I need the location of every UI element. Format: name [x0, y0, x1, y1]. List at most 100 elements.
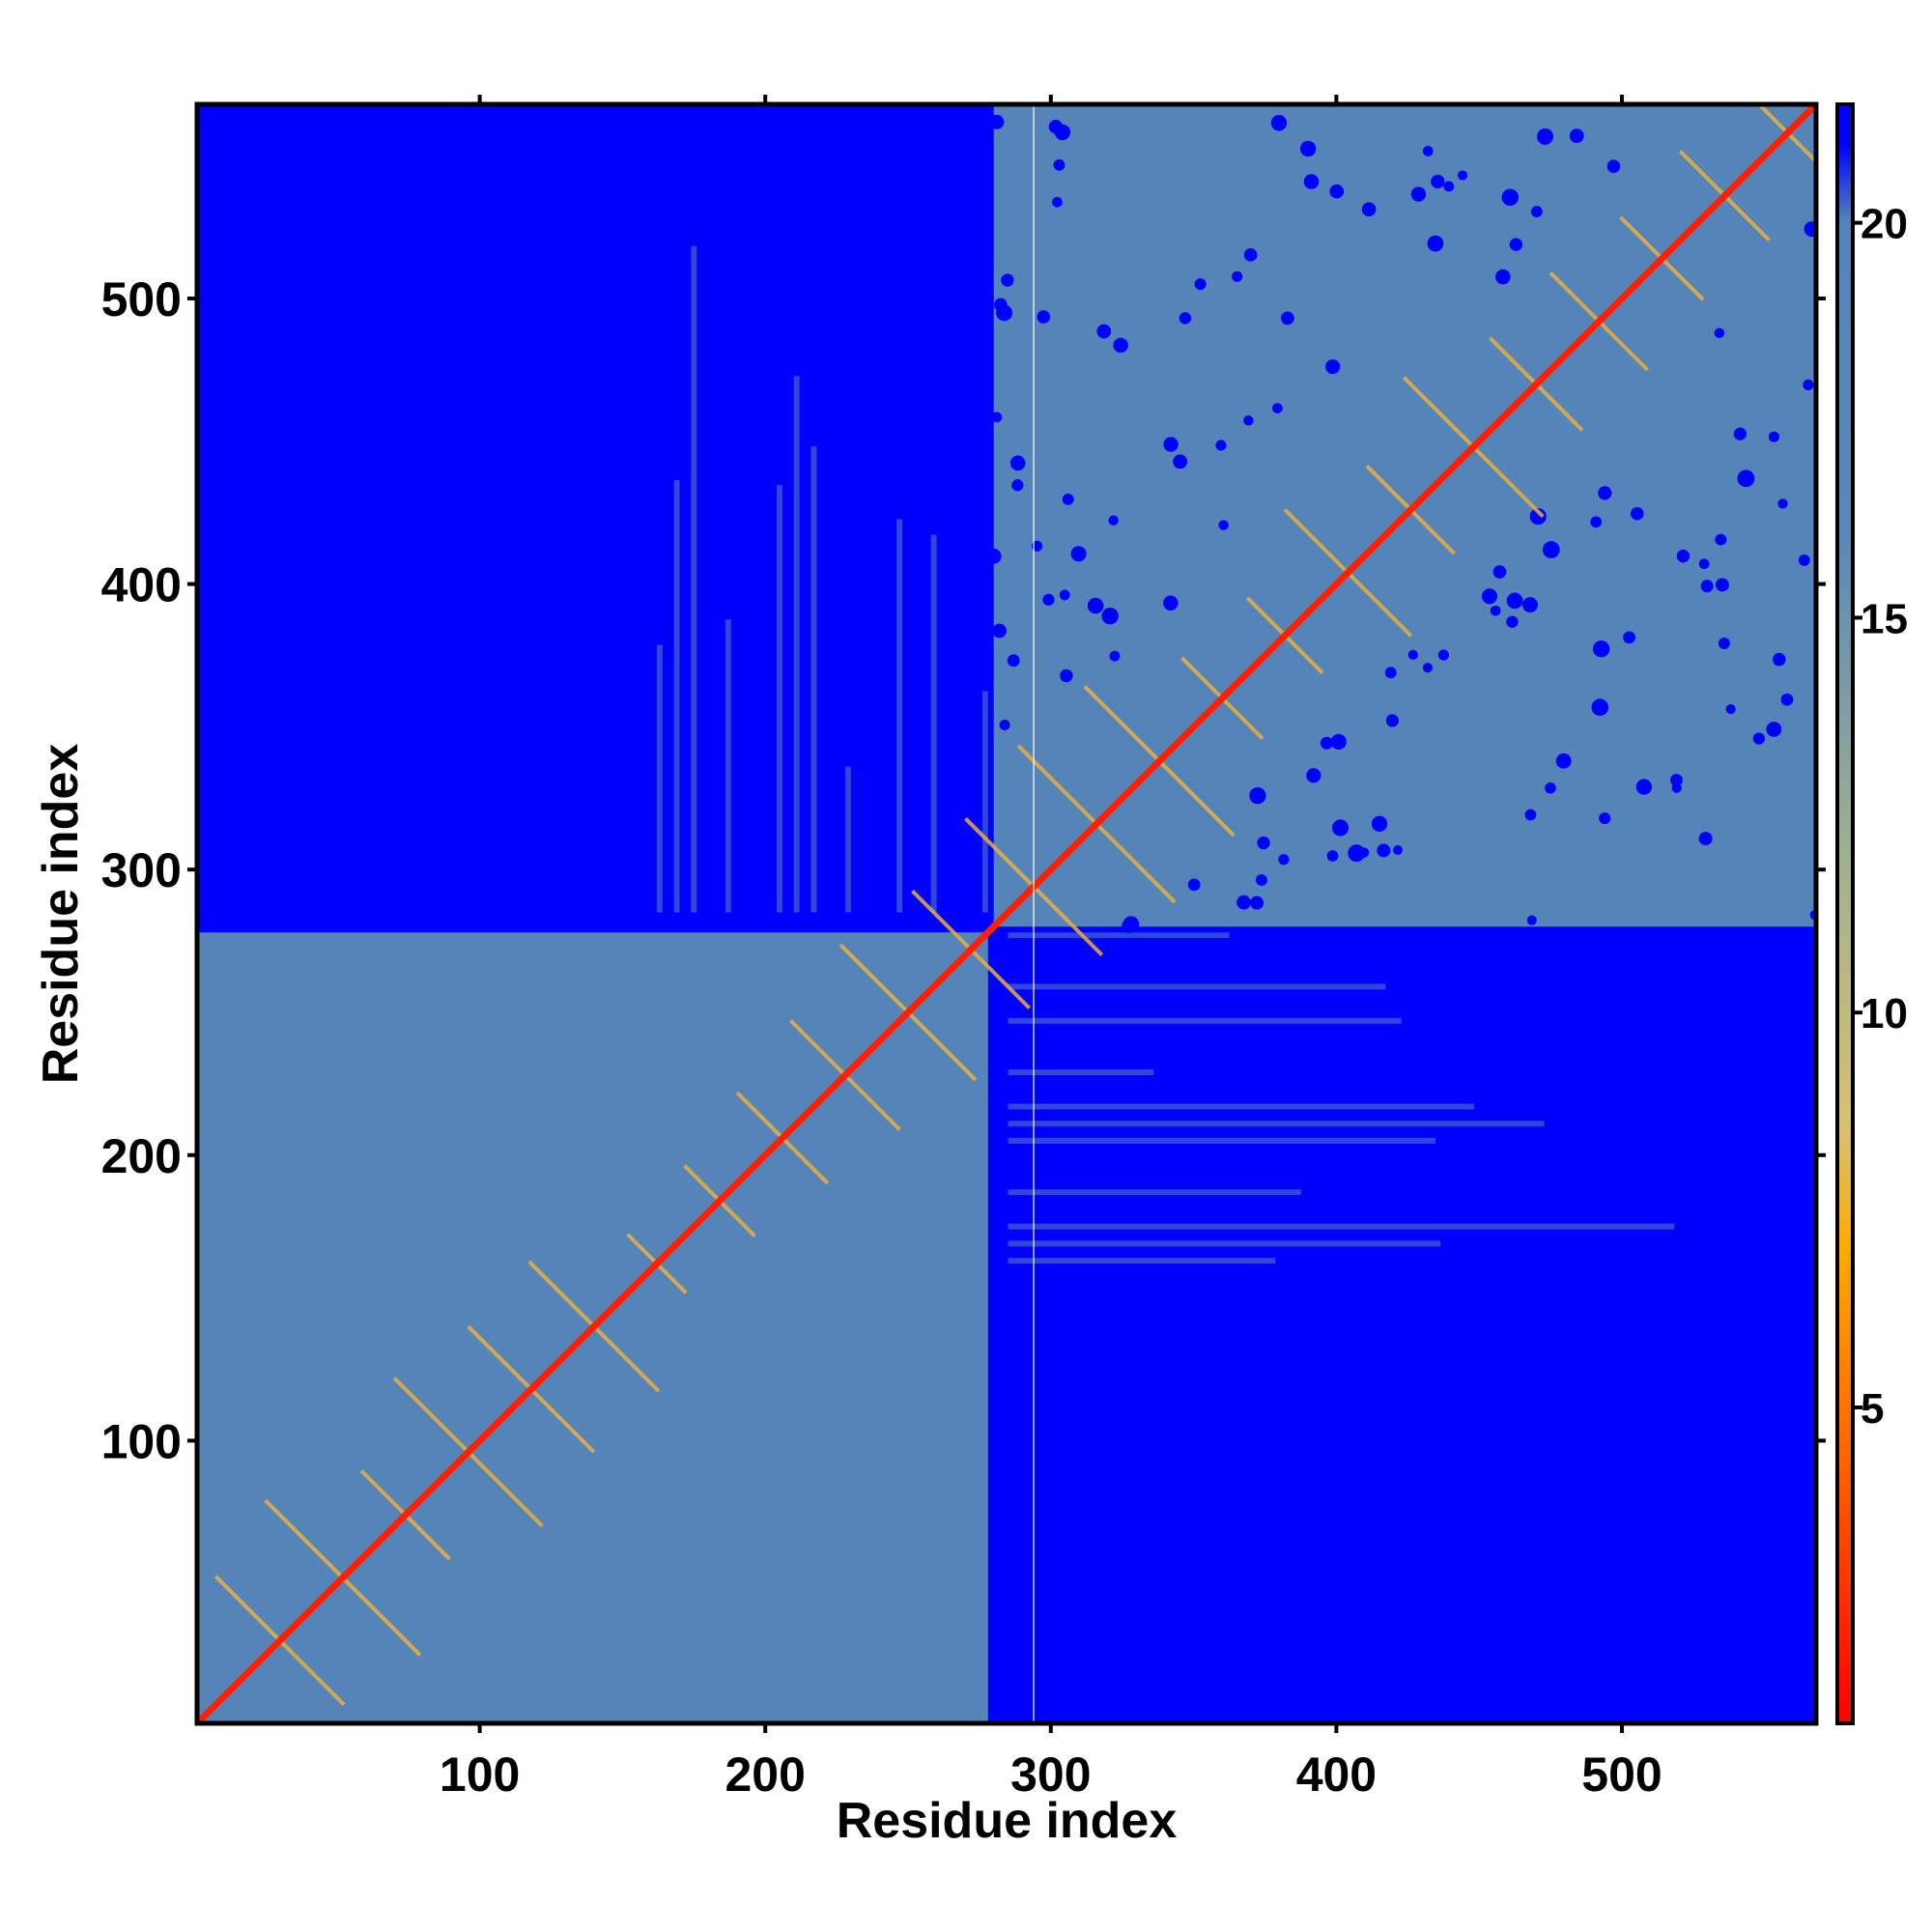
- hole-cell: [1737, 469, 1755, 488]
- hole-cell: [1243, 415, 1254, 426]
- hole-cell: [1526, 915, 1537, 925]
- top-axis: [477, 95, 1624, 104]
- hole-cell: [1385, 714, 1400, 727]
- heatmap-cells: [197, 104, 1816, 1723]
- hole-cell: [1053, 158, 1065, 171]
- hole-cell: [1218, 520, 1229, 530]
- hole-cell: [1698, 832, 1713, 846]
- hole-cell: [1122, 916, 1140, 933]
- hole-cell: [1422, 663, 1434, 673]
- contact-diagonal: [197, 104, 1816, 1723]
- domain-holes: [985, 114, 1816, 934]
- hole-cell: [1495, 269, 1511, 285]
- hole-cell: [1443, 181, 1455, 192]
- colorbar: 5 10 15 20: [1835, 102, 1908, 1725]
- hole-cell: [1752, 732, 1766, 745]
- x-tick-label: 400: [1296, 1747, 1377, 1802]
- stripe-cell: [1008, 1103, 1475, 1110]
- stripe-cell: [981, 691, 988, 913]
- hole-cell: [1530, 206, 1543, 217]
- hole-cell: [1007, 654, 1020, 668]
- hole-cell: [1569, 128, 1584, 144]
- stripe-cell: [691, 245, 697, 913]
- hole-cell: [1492, 565, 1507, 579]
- hole-cell: [1506, 615, 1519, 628]
- hole-cell: [1407, 649, 1418, 660]
- stripe-cell: [1008, 1189, 1301, 1196]
- x-tick-label: 200: [725, 1747, 806, 1802]
- hole-cell: [1501, 188, 1520, 207]
- hole-cell: [1303, 174, 1320, 189]
- hole-cell: [1410, 186, 1427, 202]
- hole-cell: [1011, 479, 1024, 492]
- hole-cell: [1101, 608, 1119, 625]
- hole-cell: [1042, 593, 1055, 606]
- hole-cell: [1331, 819, 1350, 837]
- hole-cell: [1278, 854, 1290, 866]
- hole-cell: [1592, 640, 1610, 658]
- y-tick-label: 300: [101, 843, 182, 897]
- hole-cell: [1037, 310, 1051, 324]
- hole-cell: [1509, 238, 1523, 251]
- hole-cell: [1070, 546, 1087, 562]
- hole-cell: [1272, 403, 1283, 413]
- hole-cell: [1591, 698, 1609, 717]
- hole-cell: [999, 719, 1010, 730]
- hole-cell: [1243, 248, 1258, 262]
- stripe-cell: [896, 519, 903, 913]
- hole-cell: [996, 304, 1013, 322]
- hole-cell: [1009, 455, 1026, 471]
- hole-cell: [1715, 533, 1727, 546]
- hole-cell: [1630, 506, 1644, 521]
- hole-cell: [1299, 140, 1317, 157]
- hole-cell: [1803, 379, 1814, 391]
- hole-cell: [1270, 114, 1288, 131]
- hole-cell: [1108, 515, 1119, 526]
- hole-cell: [1529, 508, 1547, 526]
- stripe-cell: [777, 485, 782, 913]
- stripe-cell: [1008, 932, 1230, 939]
- hole-cell: [1545, 781, 1556, 794]
- y-tick-label: 500: [101, 272, 182, 327]
- stripe-cell: [724, 619, 731, 913]
- colorbar-tick-label: 20: [1861, 201, 1908, 248]
- hole-cell: [1733, 427, 1747, 440]
- stripe-cell: [1008, 1069, 1154, 1076]
- stripe-cell: [1008, 1121, 1545, 1127]
- x-axis: 100 200 300 400 500: [440, 1723, 1662, 1802]
- x-axis-title: Residue index: [837, 1793, 1178, 1849]
- hole-cell: [1232, 270, 1243, 282]
- y-tick-label: 200: [101, 1129, 182, 1183]
- hole-cell: [992, 623, 1008, 639]
- hole-cell: [1163, 437, 1179, 452]
- stripe-cell: [810, 445, 817, 913]
- hole-cell: [991, 412, 1003, 423]
- stripe-cell: [1008, 1223, 1675, 1230]
- hole-cell: [1777, 498, 1788, 509]
- hole-cell: [1481, 588, 1498, 605]
- stripe-cell: [1008, 1258, 1276, 1264]
- x-tick-label: 100: [440, 1747, 520, 1802]
- colorbar-tick-label: 10: [1861, 990, 1908, 1037]
- hole-cell: [1326, 850, 1339, 862]
- hole-cell: [1052, 196, 1063, 208]
- stripe-cell: [1008, 1240, 1441, 1247]
- hole-cell: [1437, 649, 1450, 661]
- stripe-cell: [1008, 1138, 1435, 1144]
- hole-cell: [1348, 844, 1366, 863]
- hole-cell: [1555, 753, 1572, 769]
- hole-cell: [1163, 595, 1179, 611]
- hole-cell: [1257, 836, 1270, 850]
- hole-cell: [1457, 170, 1468, 181]
- hole-cell: [1490, 605, 1501, 616]
- hole-cell: [989, 114, 1005, 129]
- hole-cell: [1325, 359, 1341, 375]
- hole-cell: [1249, 787, 1266, 805]
- hole-cell: [1054, 124, 1071, 141]
- hole-cell: [1361, 202, 1377, 217]
- plot-area: [194, 101, 1819, 1726]
- hole-cell: [1371, 815, 1388, 832]
- hole-cell: [1330, 733, 1347, 750]
- hole-cell: [1250, 895, 1264, 910]
- hole-cell: [1780, 693, 1794, 706]
